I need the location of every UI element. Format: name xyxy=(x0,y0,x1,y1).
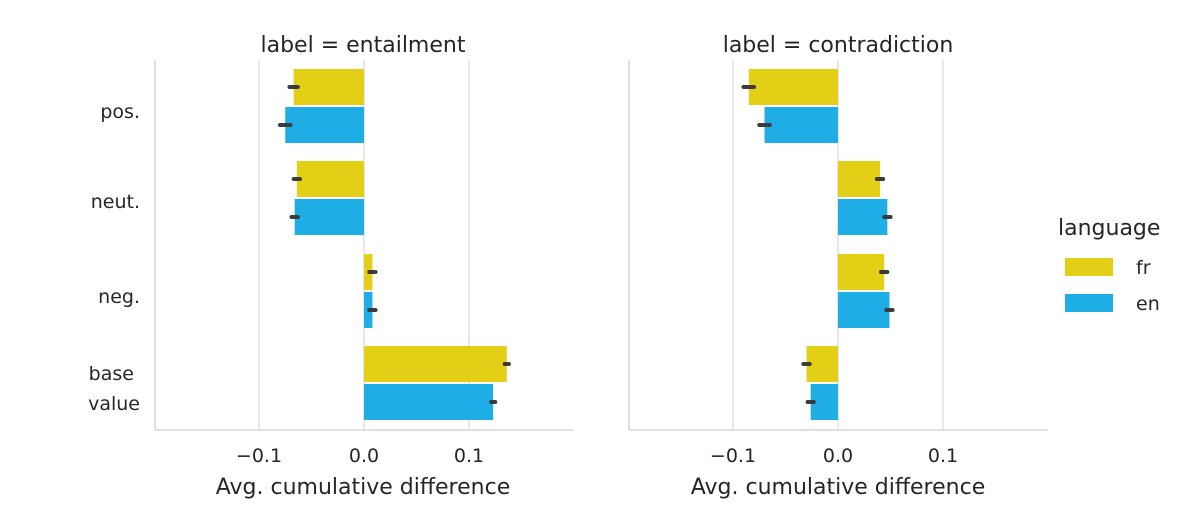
bar-en-1 xyxy=(838,199,888,235)
bar-en-2 xyxy=(838,292,890,328)
x-axis-label-p0: Avg. cumulative difference xyxy=(216,475,510,500)
xtick-label-01-p1: 0.1 xyxy=(928,445,958,467)
legend-title: language xyxy=(1058,216,1160,241)
bar-fr-1 xyxy=(838,161,880,197)
legend-label-fr: fr xyxy=(1136,257,1151,279)
category-label-base-line2: value xyxy=(88,393,140,415)
x-axis-label-p1: Avg. cumulative difference xyxy=(691,475,985,500)
category-label-pos: pos. xyxy=(100,101,140,123)
legend-label-en: en xyxy=(1136,293,1160,315)
panel-title-entailment: label = entailment xyxy=(261,33,466,58)
bar-fr-0 xyxy=(748,69,838,105)
panel-title-contradiction: label = contradiction xyxy=(723,33,954,58)
xtick-label-neg01-p0: −0.1 xyxy=(236,445,282,467)
bar-fr-3 xyxy=(364,346,507,382)
legend-swatch-fr xyxy=(1065,258,1113,276)
bar-fr-2 xyxy=(838,254,885,290)
xtick-label-0-p0: 0.0 xyxy=(349,445,379,467)
legend-swatch-en xyxy=(1065,294,1113,312)
xtick-label-01-p0: 0.1 xyxy=(454,445,484,467)
category-label-neut: neut. xyxy=(91,191,140,213)
xtick-label-0-p1: 0.0 xyxy=(823,445,853,467)
category-label-base-value: base value xyxy=(88,363,140,415)
bar-en-1 xyxy=(294,199,364,235)
xtick-label-neg01-p1: −0.1 xyxy=(710,445,756,467)
panel-contradiction xyxy=(628,60,1048,431)
category-label-base-line1: base xyxy=(89,363,134,385)
legend: language fr en xyxy=(1058,216,1160,315)
bar-fr-0 xyxy=(293,69,364,105)
bar-en-0 xyxy=(285,107,364,143)
bar-fr-3 xyxy=(806,346,838,382)
bar-fr-1 xyxy=(296,161,364,197)
bar-en-3 xyxy=(364,384,494,420)
category-label-neg-text: neg. xyxy=(98,286,140,308)
panel-entailment xyxy=(154,60,574,431)
category-label-neg: neg. xyxy=(98,286,140,308)
bar-en-0 xyxy=(764,107,838,143)
